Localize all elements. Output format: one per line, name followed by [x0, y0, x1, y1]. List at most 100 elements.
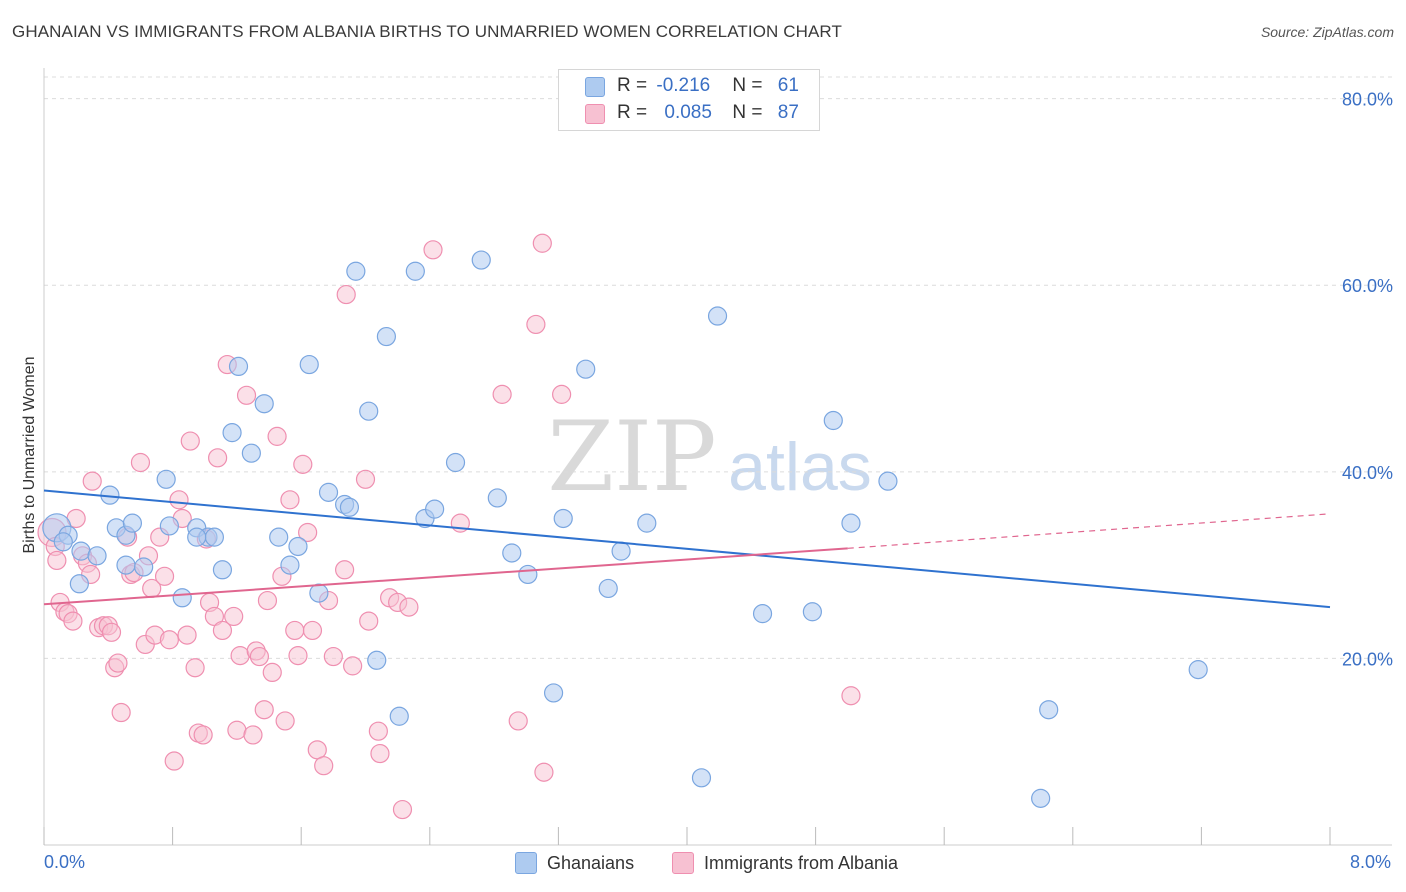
ghanaian-point-47	[637, 513, 657, 533]
watermark-atlas: atlas	[728, 429, 872, 505]
albania-point-35	[185, 658, 205, 678]
albania-point-6	[63, 611, 83, 631]
albania-point-77	[399, 597, 419, 617]
ghanaian-point-43	[553, 508, 573, 529]
albania-legend-swatch	[585, 104, 605, 124]
ghanaian-point-30	[359, 401, 379, 421]
correlation-legend: R = -0.216 N = 61 R = 0.085 N = 87	[558, 69, 820, 131]
trend-lines	[43, 489, 1331, 609]
ghanaian-point-50	[752, 604, 773, 624]
albania-point-33	[177, 625, 197, 645]
albania-point-29	[159, 630, 179, 650]
ghanaian-point-49	[707, 306, 728, 326]
legend-item-ghanaians: Ghanaians	[515, 852, 634, 874]
ghanaian-point-12	[159, 516, 179, 536]
ghanaian-point-46	[611, 541, 631, 561]
ghanaian-point-42	[543, 683, 564, 703]
ghanaian-point-45	[598, 578, 618, 599]
ghanaian-point-8	[116, 555, 136, 575]
ghanaian-point-13	[172, 588, 192, 608]
albania-point-70	[355, 469, 376, 489]
albania-point-2	[47, 550, 67, 571]
albania-point-61	[298, 522, 318, 543]
ghanaian-point-58	[53, 532, 73, 552]
ghanaian-point-9	[122, 513, 143, 533]
albania-point-30	[164, 751, 184, 771]
albania-point-58	[285, 620, 305, 641]
legend-label-albania: Immigrants from Albania	[704, 852, 899, 873]
albania-point-44	[224, 606, 244, 627]
albania-point-81	[508, 711, 528, 731]
albania-point-73	[370, 743, 390, 764]
albania-point-82	[526, 314, 546, 335]
series-legend: Ghanaians Immigrants from Albania	[0, 852, 1406, 876]
albania-point-67	[335, 560, 355, 580]
albania-point-46	[230, 646, 250, 666]
ghanaian-point-24	[288, 536, 308, 557]
y-tick-label-60: 60.0%	[1342, 276, 1393, 296]
albania-n-label: N =	[732, 102, 768, 123]
albania-trend-extension	[847, 513, 1331, 549]
ghanaian-point-10	[134, 557, 154, 577]
albania-point-22	[130, 452, 151, 473]
legend-swatch-ghanaians	[515, 852, 537, 874]
albania-point-34	[180, 431, 200, 451]
albania-point-69	[343, 656, 363, 676]
albania-r-value: 0.085	[664, 102, 712, 123]
ghanaian-point-51	[802, 602, 822, 622]
albania-point-52	[257, 590, 278, 611]
albania-point-64	[314, 756, 334, 776]
ghanaian-point-52	[823, 410, 843, 431]
albania-point-28	[154, 566, 175, 586]
albania-point-31	[169, 490, 189, 510]
ghanaian-point-11	[156, 469, 176, 489]
ghanaian-trend-line	[43, 489, 1331, 609]
ghanaian-point-44	[576, 359, 596, 379]
albania-point-11	[82, 471, 102, 491]
ghanaian-points	[42, 250, 1208, 808]
albania-point-53	[262, 662, 282, 683]
albania-point-84	[534, 762, 554, 782]
x-tick-max: 8.0%	[1350, 852, 1392, 872]
albania-point-86	[841, 686, 861, 706]
ghanaian-point-19	[228, 356, 249, 377]
albania-point-83	[532, 233, 552, 253]
albania-point-76	[392, 799, 413, 820]
y-tick-label-20: 20.0%	[1342, 649, 1393, 669]
ghanaian-point-53	[841, 513, 861, 533]
albania-point-37	[193, 725, 213, 745]
albania-point-60	[293, 454, 313, 474]
ghanaian-point-39	[487, 488, 507, 508]
ghanaian-legend-row: R = -0.216 N = 61	[617, 75, 799, 97]
albania-point-62	[302, 620, 323, 641]
legend-swatch-albania	[672, 852, 694, 874]
albania-point-50	[249, 646, 270, 667]
albania-point-66	[323, 646, 343, 667]
ghanaian-point-26	[309, 583, 329, 603]
ghanaian-point-36	[425, 499, 445, 519]
ghanaian-point-56	[1039, 700, 1059, 720]
y-tick-label-80: 80.0%	[1342, 90, 1393, 110]
chart-title: GHANAIAN VS IMMIGRANTS FROM ALBANIA BIRT…	[12, 22, 842, 41]
albania-point-47	[236, 385, 257, 405]
ghanaian-point-48	[691, 768, 712, 788]
albania-point-59	[288, 646, 308, 666]
legend-label-ghanaians: Ghanaians	[547, 852, 635, 873]
ghanaian-point-31	[367, 650, 387, 670]
ghanaian-point-20	[241, 443, 261, 463]
ghanaian-point-21	[254, 394, 274, 414]
ghanaian-point-59	[187, 527, 207, 547]
albania-point-17	[108, 653, 128, 673]
watermark-zip: ZIP	[547, 401, 716, 513]
ghanaian-point-33	[389, 706, 409, 726]
albania-point-56	[275, 711, 295, 731]
albania-point-45	[227, 720, 247, 740]
ghanaian-point-34	[405, 261, 425, 281]
ghanaian-point-32	[376, 326, 396, 347]
ghanaian-point-22	[269, 527, 289, 547]
ghanaian-point-3	[87, 546, 107, 566]
ghanaian-point-23	[280, 555, 300, 575]
legend-item-albania: Immigrants from Albania	[672, 852, 898, 874]
watermark: ZIP atlas	[547, 401, 871, 513]
